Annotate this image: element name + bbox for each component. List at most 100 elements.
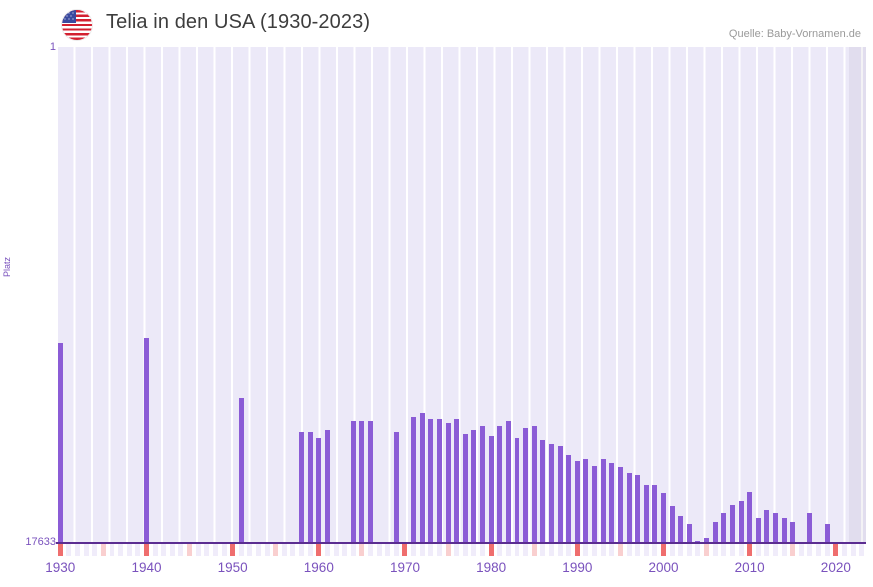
x-label-1990: 1990: [562, 560, 593, 575]
x-tick-1949: [221, 544, 227, 556]
bar-1965: [359, 421, 365, 543]
x-tick-1960: [316, 544, 322, 556]
x-tick-1987: [548, 544, 554, 556]
bar-1980: [488, 436, 494, 543]
x-tick-2010: [747, 544, 753, 556]
x-tick-1988: [557, 544, 563, 556]
bar-1990: [574, 461, 580, 543]
x-tick-2014: [781, 544, 787, 556]
bar-1971: [411, 417, 417, 543]
bar-1988: [557, 446, 563, 543]
x-tick-2008: [729, 544, 735, 556]
x-tick-2011: [755, 544, 761, 556]
x-tick-1961: [324, 544, 330, 556]
x-tick-2001: [669, 544, 675, 556]
x-tick-2002: [678, 544, 684, 556]
x-axis-line: [56, 542, 866, 544]
x-tick-1969: [393, 544, 399, 556]
x-tick-1982: [505, 544, 511, 556]
bar-1999: [652, 485, 658, 543]
bar-2005: [704, 538, 710, 543]
bar-1930: [57, 343, 63, 543]
x-tick-1932: [75, 544, 81, 556]
x-tick-1994: [609, 544, 615, 556]
x-tick-1973: [428, 544, 434, 556]
bar-1940: [143, 338, 149, 543]
page-title: Telia in den USA (1930-2023): [106, 11, 371, 33]
bar-1964: [350, 421, 356, 543]
x-tick-1954: [264, 544, 270, 556]
x-tick-1934: [92, 544, 98, 556]
x-tick-1959: [307, 544, 313, 556]
y-axis-labels: Platz 1 17633: [0, 0, 56, 587]
bar-1978: [471, 430, 477, 543]
bar-2009: [738, 501, 744, 543]
x-tick-1942: [161, 544, 167, 556]
bar-2017: [807, 513, 813, 543]
x-tick-1981: [497, 544, 503, 556]
x-tick-1930: [57, 544, 63, 556]
x-axis-tick-marks: [56, 544, 866, 558]
bar-1991: [583, 459, 589, 543]
x-tick-1974: [436, 544, 442, 556]
x-axis-tick-labels: 1930 1940 1950 1960 1970 1980 1990 2000 2010 2020: [45, 560, 866, 584]
bar-2007: [721, 513, 727, 543]
x-tick-1931: [66, 544, 72, 556]
bar-1992: [592, 466, 598, 543]
bar-1998: [643, 485, 649, 543]
bar-1984: [523, 428, 529, 543]
bar-2001: [669, 506, 675, 543]
x-tick-2021: [841, 544, 847, 556]
x-tick-1986: [540, 544, 546, 556]
x-tick-2009: [738, 544, 744, 556]
x-tick-1956: [281, 544, 287, 556]
x-tick-1938: [126, 544, 132, 556]
x-tick-1983: [514, 544, 520, 556]
bar-1976: [454, 419, 460, 543]
bar-1993: [600, 459, 606, 543]
x-tick-1992: [592, 544, 598, 556]
bar-1958: [299, 432, 305, 543]
x-tick-1940: [143, 544, 149, 556]
x-tick-1990: [574, 544, 580, 556]
x-tick-2007: [721, 544, 727, 556]
bar-1982: [505, 421, 511, 543]
bar-1981: [497, 426, 503, 543]
x-tick-2015: [790, 544, 796, 556]
bar-1975: [445, 423, 451, 543]
bar-2010: [747, 492, 753, 543]
x-tick-1980: [488, 544, 494, 556]
bar-1959: [307, 432, 313, 543]
x-tick-2003: [686, 544, 692, 556]
x-tick-2022: [850, 544, 856, 556]
bar-1951: [238, 398, 244, 543]
x-tick-2018: [816, 544, 822, 556]
y-axis-title: Platz: [2, 256, 12, 277]
x-tick-1958: [299, 544, 305, 556]
bar-2011: [755, 518, 761, 543]
bar-2000: [661, 493, 666, 543]
bar-1983: [514, 438, 520, 543]
x-tick-1985: [531, 544, 537, 556]
x-label-2010: 2010: [734, 560, 765, 575]
x-tick-1946: [195, 544, 201, 556]
bar-2003: [686, 524, 692, 543]
bar-1995: [617, 467, 623, 543]
y-axis-tick-bottom: 17633: [25, 536, 56, 548]
x-label-1960: 1960: [303, 560, 334, 575]
bar-1961: [324, 430, 330, 543]
x-tick-1995: [617, 544, 623, 556]
bar-2013: [773, 513, 778, 543]
source-attribution: Quelle: Baby-Vornamen.de: [728, 28, 861, 40]
x-tick-1971: [411, 544, 417, 556]
x-tick-1993: [600, 544, 606, 556]
bar-1994: [609, 463, 615, 543]
us-flag-icon: [62, 10, 92, 40]
x-tick-1944: [178, 544, 184, 556]
x-tick-1933: [83, 544, 89, 556]
x-tick-1979: [480, 544, 486, 556]
x-tick-2013: [773, 544, 778, 556]
x-tick-1952: [247, 544, 253, 556]
x-label-1980: 1980: [476, 560, 507, 575]
x-tick-1991: [583, 544, 589, 556]
